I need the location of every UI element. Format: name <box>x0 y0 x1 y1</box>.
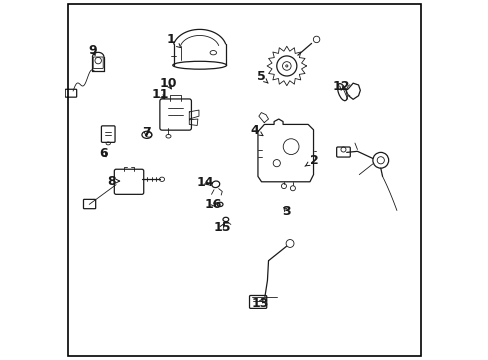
Text: 16: 16 <box>204 198 222 211</box>
Text: 7: 7 <box>142 126 150 139</box>
Text: 9: 9 <box>88 44 97 57</box>
Text: 2: 2 <box>305 154 318 167</box>
Text: 15: 15 <box>213 221 230 234</box>
Text: 12: 12 <box>332 80 350 93</box>
Text: 13: 13 <box>251 297 268 310</box>
Text: 11: 11 <box>151 88 168 101</box>
Text: 4: 4 <box>250 124 263 137</box>
Text: 1: 1 <box>166 32 181 48</box>
Text: 8: 8 <box>106 175 120 188</box>
Text: 5: 5 <box>256 70 267 83</box>
Text: 6: 6 <box>99 147 108 159</box>
Text: 3: 3 <box>282 205 290 218</box>
Text: 10: 10 <box>159 77 177 90</box>
Text: 14: 14 <box>196 176 213 189</box>
